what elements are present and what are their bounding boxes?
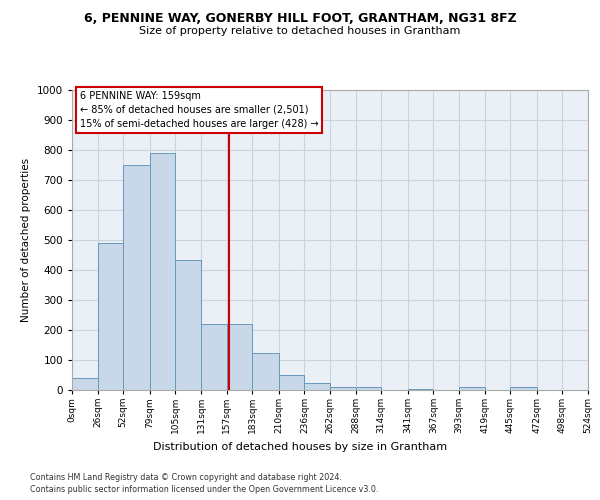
Bar: [123, 165, 150, 390]
Text: Distribution of detached houses by size in Grantham: Distribution of detached houses by size …: [153, 442, 447, 452]
Y-axis label: Number of detached properties: Number of detached properties: [21, 158, 31, 322]
Text: 6, PENNINE WAY, GONERBY HILL FOOT, GRANTHAM, NG31 8FZ: 6, PENNINE WAY, GONERBY HILL FOOT, GRANT…: [83, 12, 517, 26]
Bar: [408, 388, 433, 390]
Bar: [330, 387, 356, 390]
Bar: [279, 375, 304, 390]
Bar: [201, 324, 227, 390]
Bar: [150, 153, 175, 390]
Bar: [227, 324, 252, 390]
Text: 6 PENNINE WAY: 159sqm
← 85% of detached houses are smaller (2,501)
15% of semi-d: 6 PENNINE WAY: 159sqm ← 85% of detached …: [80, 91, 319, 129]
Text: Contains public sector information licensed under the Open Government Licence v3: Contains public sector information licen…: [30, 485, 379, 494]
Bar: [304, 382, 330, 390]
Bar: [459, 387, 485, 390]
Bar: [252, 352, 279, 390]
Bar: [98, 243, 123, 390]
Text: Size of property relative to detached houses in Grantham: Size of property relative to detached ho…: [139, 26, 461, 36]
Text: Contains HM Land Registry data © Crown copyright and database right 2024.: Contains HM Land Registry data © Crown c…: [30, 472, 342, 482]
Bar: [356, 387, 381, 390]
Bar: [72, 378, 98, 390]
Bar: [175, 260, 201, 390]
Bar: [510, 387, 537, 390]
